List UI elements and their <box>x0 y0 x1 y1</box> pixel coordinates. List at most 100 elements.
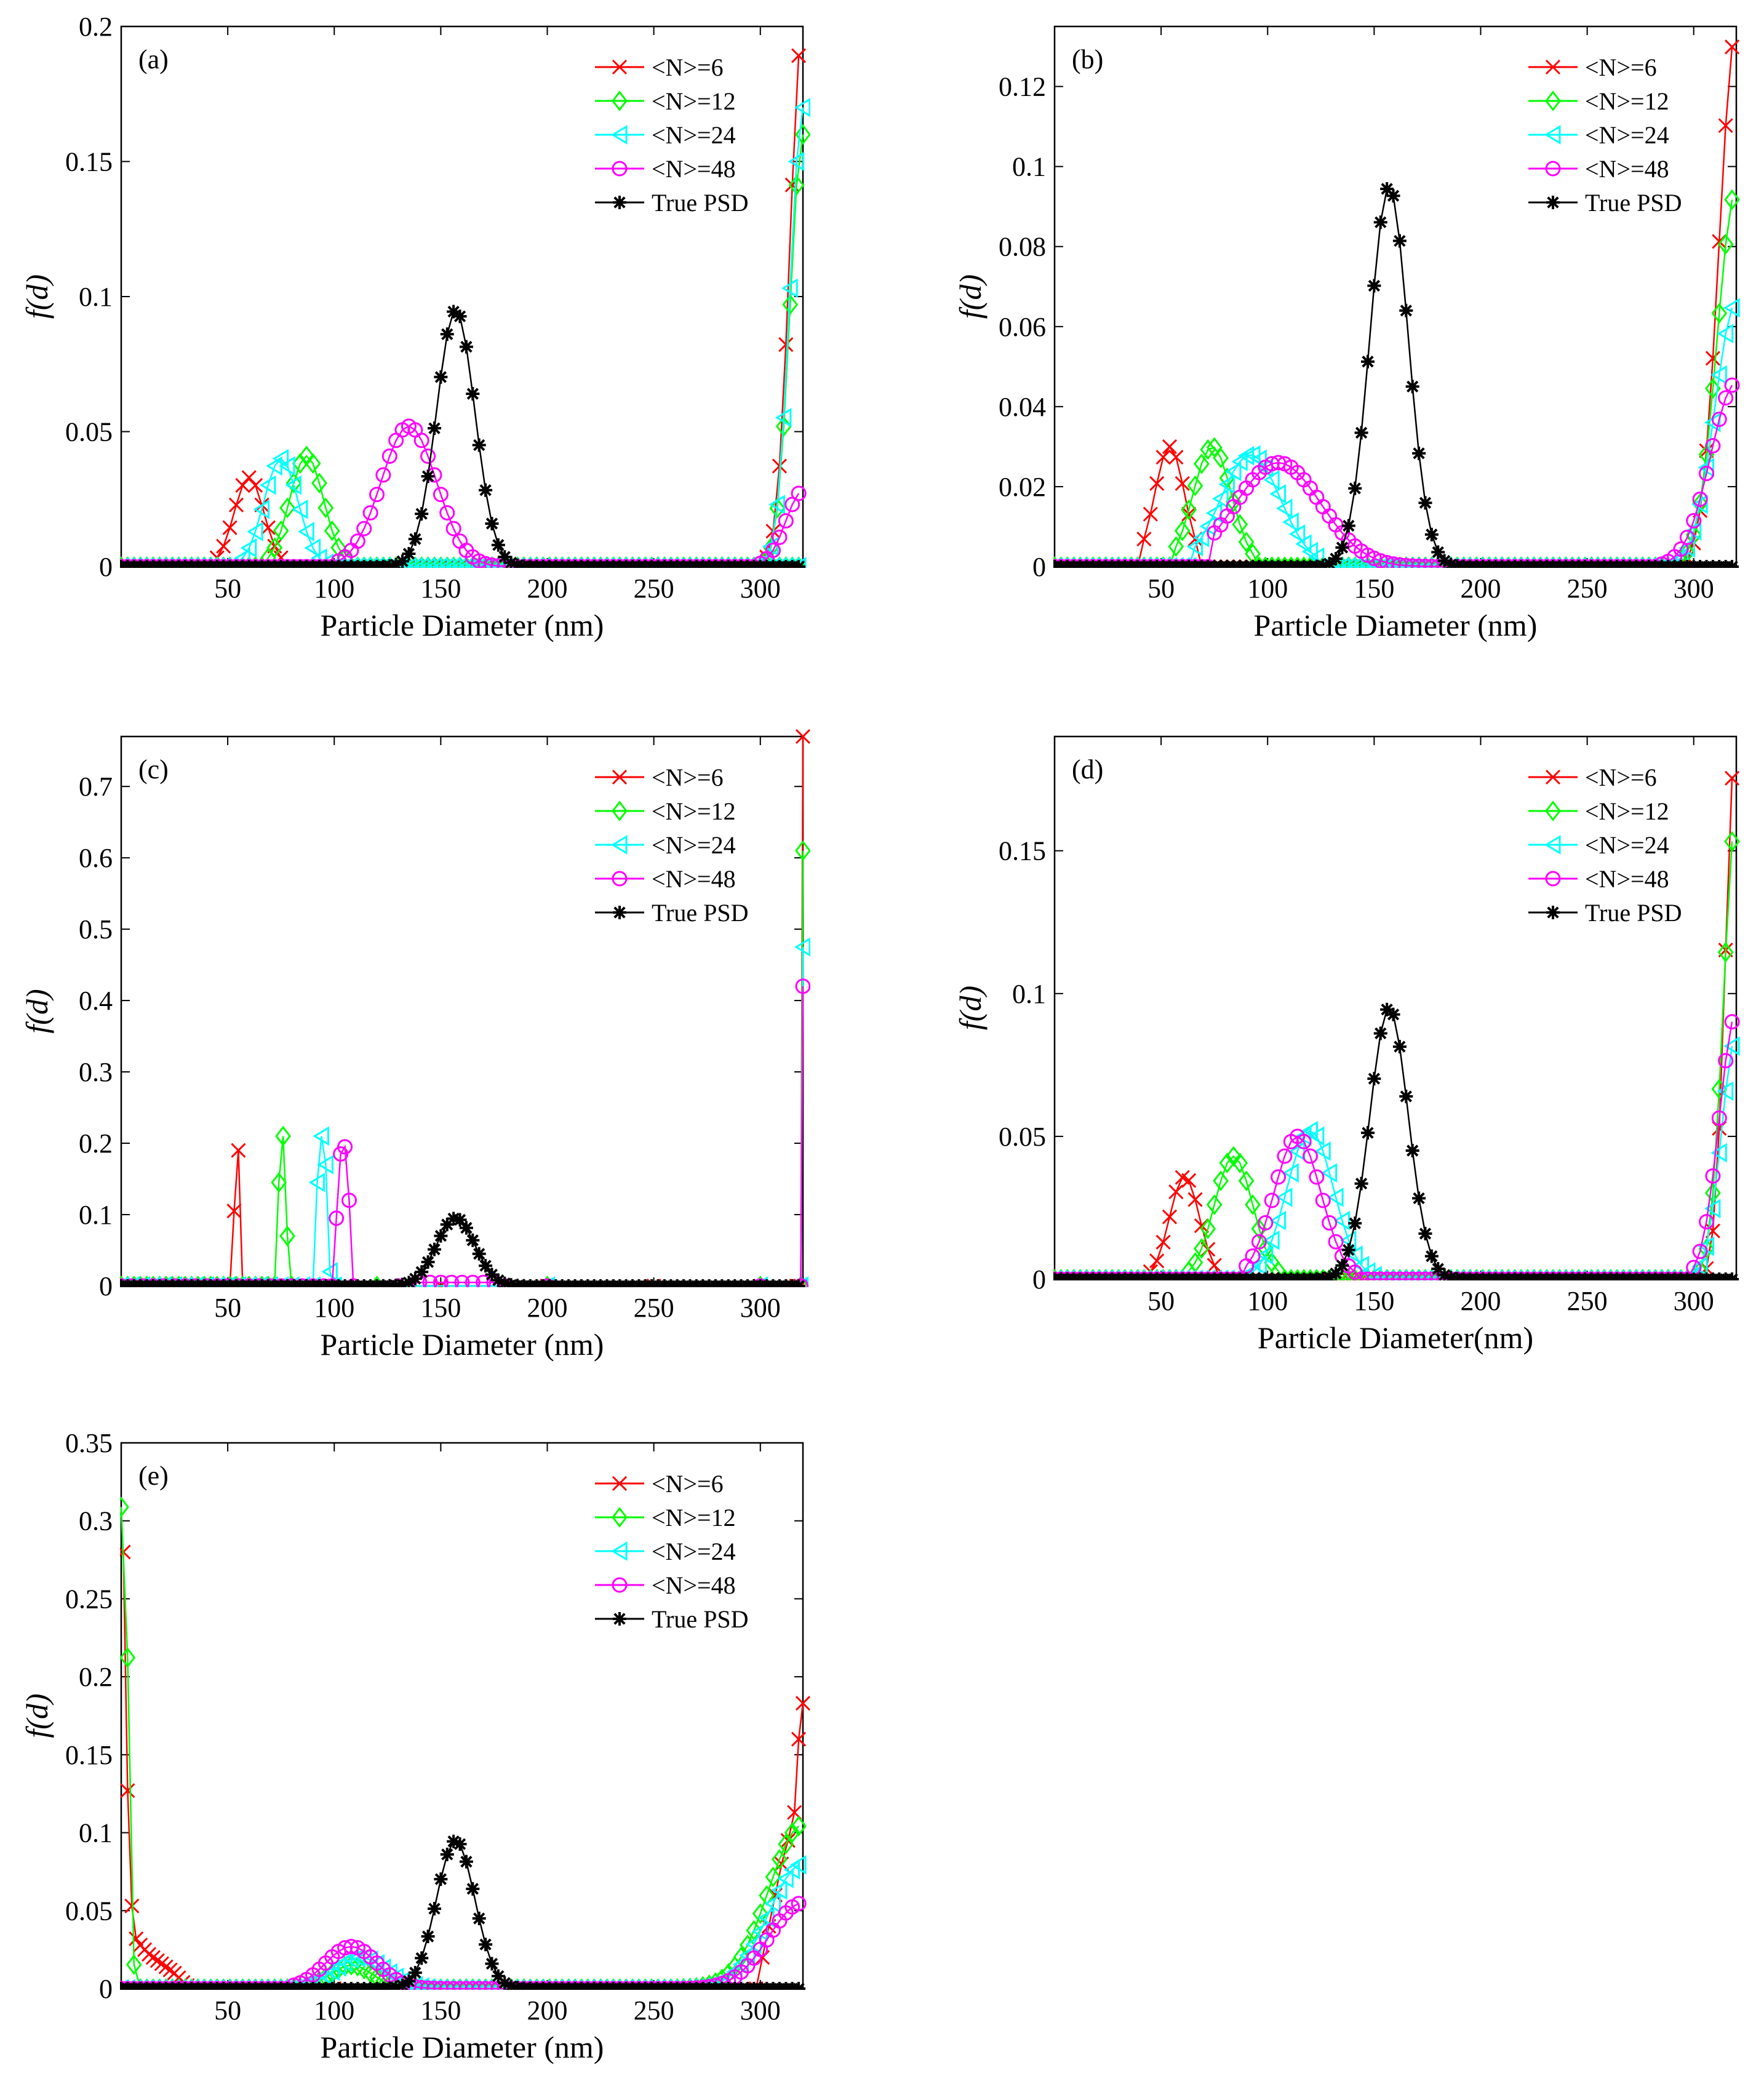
data-point <box>1149 1253 1165 1269</box>
data-point <box>369 487 385 503</box>
data-point <box>1418 1226 1432 1240</box>
series--n-48 <box>1053 377 1740 568</box>
data-point <box>1725 1272 1739 1280</box>
legend-marker <box>612 1507 628 1528</box>
data-point <box>1149 476 1165 491</box>
legend-marker <box>1545 161 1561 177</box>
series-line <box>1055 187 1733 568</box>
data-point <box>466 1233 480 1247</box>
legend-marker <box>611 125 628 145</box>
data-point <box>248 477 263 493</box>
data-point <box>439 505 455 521</box>
data-point <box>1699 1214 1715 1230</box>
series-true-psd <box>120 1834 806 1990</box>
data-point <box>1392 234 1407 248</box>
legend-marker <box>612 90 628 111</box>
data-point <box>383 559 397 568</box>
data-point <box>778 1834 794 1854</box>
series-true-psd <box>120 305 806 568</box>
y-axis-title: f(d) <box>953 274 988 319</box>
data-point <box>1724 377 1740 393</box>
x-tick-label: 300 <box>1674 573 1714 604</box>
legend-label: <N>=48 <box>652 1571 736 1599</box>
data-point <box>1245 1194 1261 1215</box>
y-tick-label: 0.1 <box>79 282 113 312</box>
data-point <box>1263 1230 1280 1250</box>
x-tick-label: 50 <box>214 1995 241 2026</box>
data-point <box>1322 1270 1336 1280</box>
data-point <box>228 497 244 513</box>
data-point <box>1194 453 1210 474</box>
series--n-48 <box>1053 1014 1740 1280</box>
x-tick-label: 150 <box>420 573 461 604</box>
data-point <box>1699 466 1715 482</box>
data-point <box>453 1837 467 1851</box>
data-point <box>1329 551 1343 565</box>
x-tick-label: 150 <box>1354 1286 1394 1316</box>
data-point <box>1320 1163 1338 1183</box>
x-tick-label: 150 <box>1354 573 1394 604</box>
data-point <box>259 475 276 495</box>
data-point <box>1348 481 1362 495</box>
y-tick-label: 0.5 <box>79 914 113 944</box>
chart-panel-2: 50 100 150 200 250 300 0 0.02 0.04 0.06 0.08 0.1 0.1… <box>953 25 1740 642</box>
legend-marker <box>1545 59 1561 75</box>
data-point <box>504 1979 518 1990</box>
data-point <box>427 1902 441 1916</box>
series--n-6 <box>1053 39 1740 568</box>
data-point <box>1296 1133 1312 1149</box>
data-point <box>1717 234 1734 255</box>
data-point <box>1264 1192 1280 1208</box>
legend-marker <box>613 196 626 209</box>
data-point <box>1315 1192 1331 1208</box>
data-point <box>1718 390 1734 406</box>
data-point <box>1367 279 1381 293</box>
data-point <box>770 1880 788 1900</box>
data-point <box>321 1261 338 1282</box>
data-point <box>792 1982 806 1990</box>
data-point <box>1405 380 1419 394</box>
data-point <box>1288 1141 1306 1161</box>
y-tick-label: 0.1 <box>1012 152 1046 182</box>
data-point <box>752 1903 768 1924</box>
chart-panel-3: 50 100 150 200 250 300 0 0.1 0.2 0.3 0.4 0.5 0.6 0.7 P… <box>20 729 810 1362</box>
data-point <box>1424 1249 1439 1263</box>
data-point <box>1200 439 1216 460</box>
data-point <box>1181 506 1197 522</box>
data-point <box>788 151 805 172</box>
legend-label: <N>=6 <box>652 1470 724 1498</box>
data-point <box>1269 1210 1287 1231</box>
legend-marker <box>612 161 628 177</box>
data-point <box>226 1204 242 1219</box>
series--n-48 <box>120 978 810 1287</box>
data-point <box>1705 1168 1721 1184</box>
data-point <box>1322 557 1336 568</box>
data-point <box>1295 534 1312 554</box>
y-tick-label: 0.6 <box>79 843 113 873</box>
series-line <box>121 1840 799 1990</box>
y-tick-label: 0.05 <box>65 1896 113 1926</box>
data-point <box>1686 513 1702 529</box>
data-point <box>1341 1243 1355 1257</box>
data-point <box>317 1154 333 1175</box>
plot-area <box>120 729 810 1287</box>
data-point <box>1723 298 1740 318</box>
data-point <box>421 1930 435 1944</box>
data-point <box>1710 365 1727 385</box>
data-point <box>1175 476 1190 491</box>
data-point <box>784 1822 800 1843</box>
data-point <box>396 554 410 568</box>
data-point <box>408 532 422 546</box>
data-point <box>1723 1036 1740 1056</box>
legend-label: <N>=24 <box>1585 121 1669 149</box>
legend-label: <N>=48 <box>652 155 736 183</box>
legend-label: <N>=24 <box>652 1538 736 1565</box>
legend-marker <box>611 835 628 855</box>
data-point <box>285 473 302 493</box>
data-point <box>124 1898 140 1914</box>
data-point <box>791 1896 807 1912</box>
data-point <box>472 1247 486 1261</box>
series-line <box>121 1902 799 1990</box>
data-point <box>1724 189 1740 210</box>
